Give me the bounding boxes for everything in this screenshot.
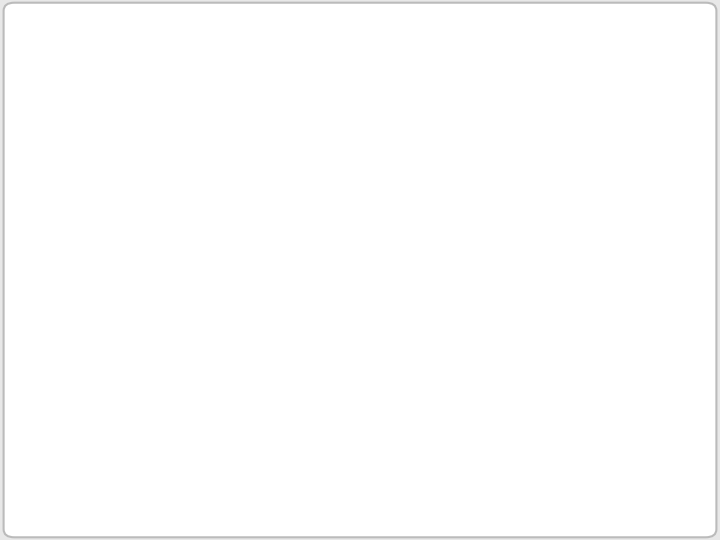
Text: •: • [42,345,53,363]
Text: •: • [110,302,117,315]
Text: Produced by a resonating circuit (e.g., LC): Produced by a resonating circuit (e.g., … [58,95,407,113]
Text: Transmitted through an antenna: Transmitted through an antenna [58,125,327,143]
Text: •: • [42,155,52,173]
Text: Basics: transmitter can send a radio wave, receiver can detect whether
such a wa: Basics: transmitter can send a radio wav… [58,155,653,197]
Text: Parameters: amplitude A(t), frequency f(t), phase ϕ(t): Parameters: amplitude A(t), frequency f(… [128,302,465,315]
Text: •: • [42,125,52,143]
Text: $s(t) = A(t)\cos\!\left(2\pi f(t)t + \phi(t)\right)$: $s(t) = A(t)\cos\!\left(2\pi f(t)t + \ph… [229,258,491,281]
Text: Transmiting data using radio waves: Transmiting data using radio waves [40,40,653,69]
Text: •: • [42,95,52,113]
Text: •: • [42,215,52,233]
Circle shape [658,486,706,534]
Text: Manipulating these three parameters allows the sender to express
data; receiver : Manipulating these three parameters allo… [58,345,660,387]
Text: 22: 22 [671,503,693,517]
Text: Parameters of a wave (e.g, a sine function): Parameters of a wave (e.g, a sine functi… [58,215,416,233]
